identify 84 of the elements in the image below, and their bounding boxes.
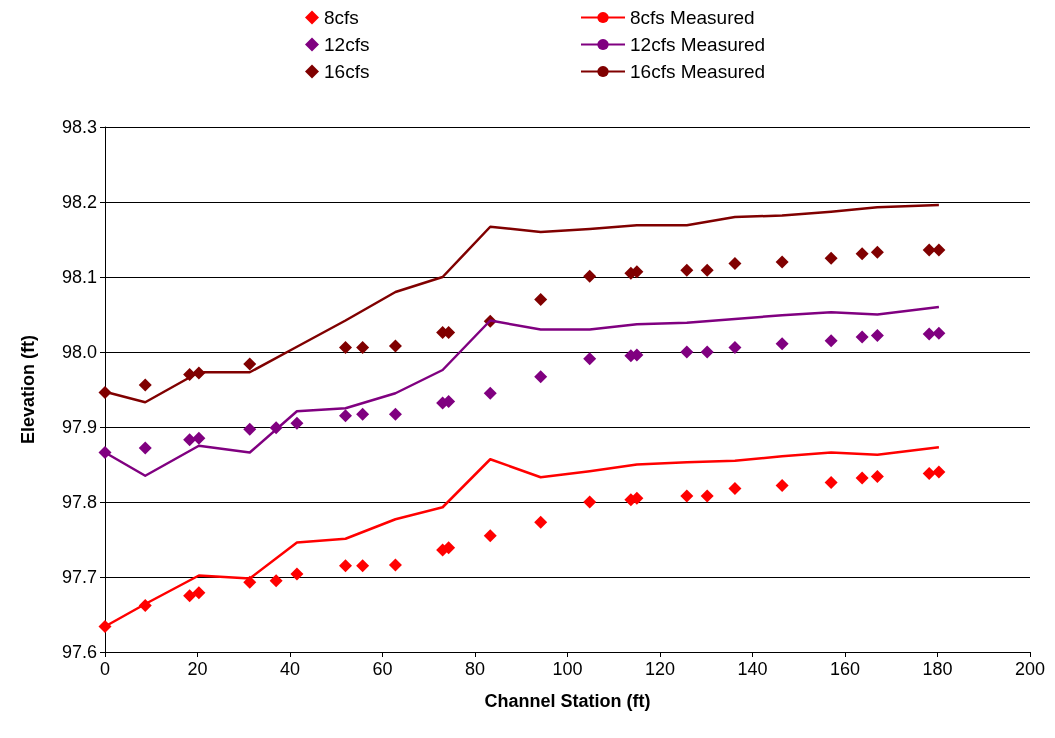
x-tick-label: 200	[1014, 659, 1046, 679]
legend-label: 8cfs Measured	[630, 7, 755, 28]
point	[183, 433, 197, 447]
point	[932, 243, 946, 257]
point	[870, 470, 884, 483]
legend-label: 16cfs	[324, 61, 370, 82]
point	[824, 251, 838, 265]
point	[700, 345, 714, 359]
point	[138, 378, 152, 392]
point	[775, 337, 789, 351]
point	[483, 529, 497, 543]
point	[388, 407, 402, 421]
x-tick-label: 0	[99, 659, 111, 679]
point	[922, 327, 936, 341]
y-tick-label: 97.8	[61, 492, 97, 512]
legend-label: 8cfs	[324, 7, 359, 28]
point	[855, 247, 869, 261]
point	[339, 559, 352, 573]
x-tick-label: 180	[922, 659, 953, 679]
point	[269, 574, 283, 588]
point	[243, 357, 257, 371]
point	[680, 345, 694, 359]
x-tick-label: 100	[552, 659, 583, 679]
point	[855, 471, 869, 485]
point	[138, 441, 152, 455]
point	[700, 263, 714, 277]
x-tick-label: 120	[644, 659, 676, 679]
point	[192, 431, 206, 445]
point	[534, 293, 548, 306]
point	[932, 326, 946, 340]
point	[192, 586, 206, 600]
point	[700, 489, 714, 503]
point	[583, 495, 597, 509]
point	[442, 395, 456, 408]
legend-label: 12cfs	[324, 34, 370, 55]
point	[290, 416, 304, 430]
point	[870, 245, 884, 259]
point	[583, 352, 597, 366]
y-tick-label: 98.0	[61, 342, 97, 362]
point	[356, 559, 370, 573]
point	[922, 467, 936, 480]
point	[534, 515, 548, 529]
point	[243, 422, 257, 436]
point	[680, 489, 694, 503]
point	[728, 257, 742, 270]
point	[775, 479, 789, 492]
y-tick-label: 97.7	[61, 567, 97, 587]
point	[824, 334, 838, 348]
point	[483, 386, 497, 400]
point	[728, 341, 742, 354]
x-tick-label: 40	[279, 659, 301, 679]
point	[356, 341, 370, 354]
point	[680, 263, 694, 277]
point	[932, 465, 946, 479]
y-tick-label: 98.3	[61, 117, 97, 137]
point	[183, 589, 197, 603]
x-tick-label: 160	[829, 659, 861, 679]
point	[922, 243, 936, 257]
point	[290, 567, 304, 581]
point	[388, 558, 402, 572]
legend-label: 12cfs Measured	[630, 34, 766, 55]
legend-label: 16cfs Measured	[630, 61, 766, 82]
x-axis-title: Channel Station (ft)	[484, 691, 651, 711]
point	[728, 482, 742, 495]
y-tick-label: 97.9	[61, 417, 97, 437]
point	[824, 476, 838, 489]
point	[388, 339, 402, 353]
point	[339, 341, 352, 354]
point	[583, 269, 597, 283]
x-tick-label: 80	[464, 659, 486, 679]
point	[775, 255, 789, 269]
y-axis-title: Elevation (ft)	[18, 334, 38, 445]
x-tick-label: 140	[737, 659, 768, 679]
point	[855, 330, 869, 344]
y-tick-label: 98.1	[61, 267, 97, 287]
point	[870, 329, 884, 342]
point	[534, 370, 548, 384]
point	[442, 541, 456, 555]
x-tick-label: 60	[372, 659, 393, 679]
y-tick-label: 97.6	[61, 642, 97, 662]
y-tick-label: 98.2	[61, 192, 97, 212]
x-tick-label: 20	[187, 659, 208, 679]
point	[339, 409, 352, 423]
point	[356, 407, 370, 421]
